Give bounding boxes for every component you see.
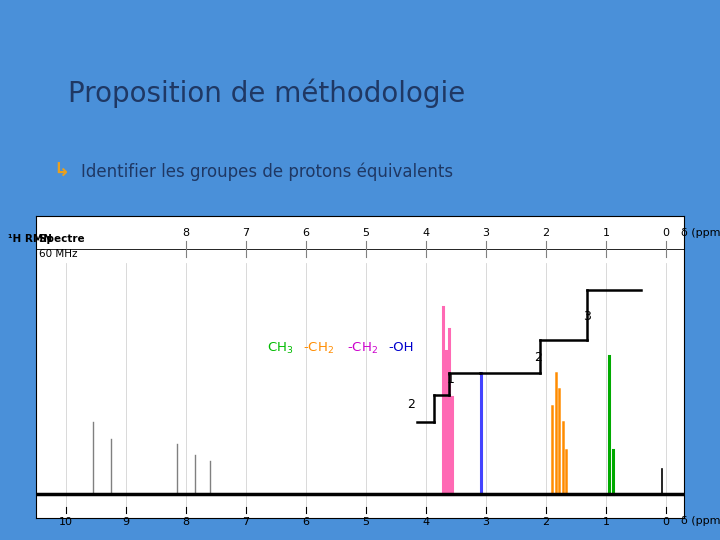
Text: 8: 8	[182, 228, 189, 238]
Text: δ (ppm): δ (ppm)	[681, 228, 720, 238]
Text: 0: 0	[662, 517, 670, 527]
Text: 5: 5	[362, 228, 369, 238]
Text: 5: 5	[362, 517, 369, 527]
Text: 60 MHz: 60 MHz	[39, 249, 78, 259]
Text: 2: 2	[542, 517, 549, 527]
Text: 3: 3	[583, 310, 591, 323]
Text: Spectre: Spectre	[39, 234, 89, 244]
Text: 9: 9	[122, 517, 130, 527]
Text: ¹H RMN: ¹H RMN	[8, 234, 52, 244]
Text: 1: 1	[447, 374, 455, 387]
Text: 8: 8	[182, 517, 189, 527]
Text: Proposition de méthodologie: Proposition de méthodologie	[68, 79, 466, 108]
Text: Identifier les groupes de protons équivalents: Identifier les groupes de protons équiva…	[81, 162, 454, 181]
Text: 2: 2	[534, 352, 542, 365]
Text: 4: 4	[423, 228, 430, 238]
Text: 0: 0	[662, 228, 670, 238]
Text: -CH$_2$: -CH$_2$	[303, 340, 334, 355]
Text: 6: 6	[302, 517, 310, 527]
Text: -OH: -OH	[389, 341, 414, 354]
Text: 1: 1	[603, 517, 610, 527]
Text: 4: 4	[423, 517, 430, 527]
Text: 7: 7	[243, 228, 250, 238]
Text: -CH$_2$: -CH$_2$	[347, 340, 378, 355]
Text: 10: 10	[59, 517, 73, 527]
Text: 1: 1	[603, 228, 610, 238]
Text: 2: 2	[542, 228, 549, 238]
Text: 2: 2	[408, 398, 415, 411]
Text: CH$_3$: CH$_3$	[267, 340, 294, 355]
Text: 3: 3	[482, 228, 490, 238]
Text: 3: 3	[482, 517, 490, 527]
Text: ↳: ↳	[54, 162, 70, 181]
Text: 6: 6	[302, 228, 310, 238]
Text: 7: 7	[243, 517, 250, 527]
Text: δ (ppm): δ (ppm)	[681, 516, 720, 525]
